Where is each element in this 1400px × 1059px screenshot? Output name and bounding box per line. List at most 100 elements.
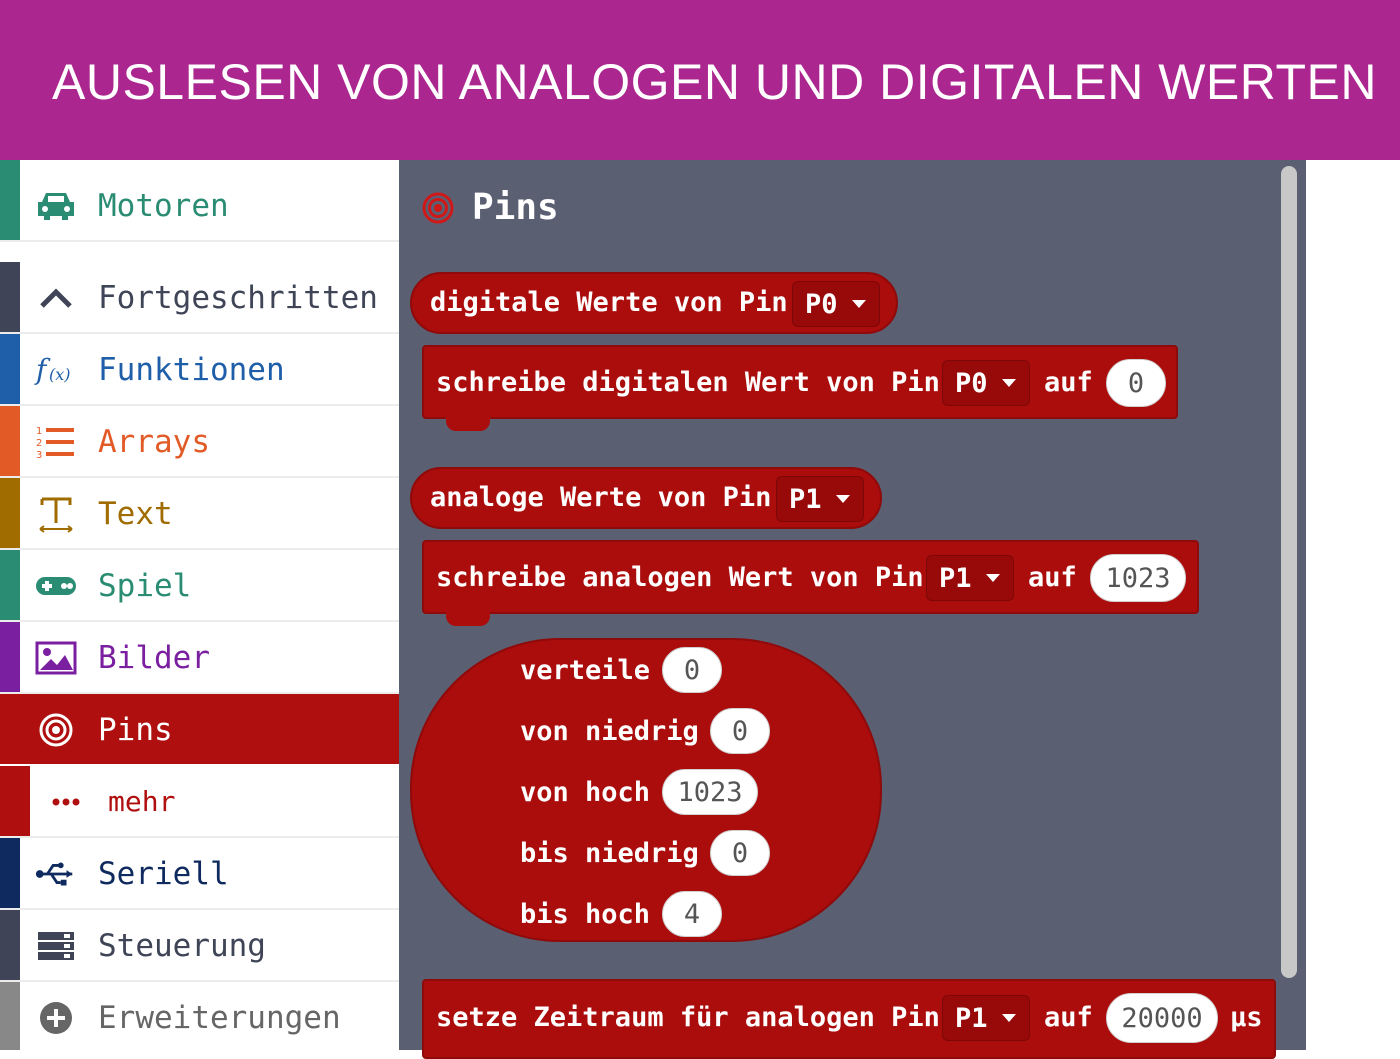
car-icon [34,186,78,226]
usb-icon [34,854,78,894]
value-input[interactable]: 4 [662,891,722,937]
block-text: setze Zeitraum für analogen Pin [436,1002,940,1033]
chevron-up-icon [34,278,78,318]
toolbox-item-steuerung[interactable]: Steuerung [0,910,399,982]
block-text: analoge Werte von Pin [430,482,772,513]
target-icon [34,710,78,750]
value-input[interactable]: 0 [1106,359,1166,407]
toolbox-item-erweiterungen[interactable]: Erweiterungen [0,982,399,1050]
toolbox-item-label: Motoren [98,188,229,224]
pin-dropdown[interactable]: P0 [792,281,880,327]
dropdown-caret-icon [1001,1014,1016,1022]
pin-value: P1 [789,483,822,515]
value-input[interactable]: 1023 [662,769,758,815]
toolbox-item-label: Erweiterungen [98,1000,341,1036]
block-notch [446,612,490,626]
more-dots-icon [44,782,88,822]
toolbox-item-motoren[interactable]: Motoren [0,170,399,242]
digital-write-block[interactable]: schreibe digitalen Wert von Pin P0 auf 0 [422,345,1178,419]
pin-value: P0 [955,367,988,399]
dropdown-caret-icon [851,300,866,308]
map-row-label: bis hoch [520,899,651,930]
plus-circle-icon [34,998,78,1038]
toolbox-item-label: Steuerung [98,928,266,964]
value-input[interactable]: 20000 [1106,993,1218,1043]
title-banner: AUSLESEN VON ANALOGEN UND DIGITALEN WERT… [0,0,1400,160]
value-text: 1023 [1105,562,1171,594]
toolbox-item-label: Text [98,496,173,532]
value-input[interactable]: 0 [710,708,770,754]
toolbox-item-text[interactable]: Text [0,478,399,550]
map-row-label: von hoch [520,777,651,808]
value-input[interactable]: 0 [710,830,770,876]
value-text: 4 [683,898,701,930]
value-text: 20000 [1121,1002,1203,1034]
toolbox-item-label: Spiel [98,568,192,604]
toolbox-item-mehr[interactable]: mehr [0,766,399,838]
toolbox-item-funktionen[interactable]: f (x) Funktionen [0,334,399,406]
block-text: digitale Werte von Pin [430,287,788,318]
svg-text:3: 3 [36,450,42,460]
target-icon [422,192,454,224]
flyout-scrollbar[interactable] [1281,166,1297,978]
map-row-label: bis niedrig [520,838,699,869]
toolbox-item-pins[interactable]: Pins [0,694,399,764]
svg-text:1: 1 [36,426,42,437]
value-text: 0 [731,837,749,869]
toolbox-item-fortgeschritten[interactable]: Fortgeschritten [0,262,399,334]
image-icon [34,638,78,678]
value-text: 1023 [677,776,743,808]
analog-read-block[interactable]: analoge Werte von Pin P1 [410,467,882,529]
toolbox-item-seriell[interactable]: Seriell [0,838,399,910]
dropdown-caret-icon [985,574,1000,582]
analog-write-block[interactable]: schreibe analogen Wert von Pin P1 auf 10… [422,540,1199,614]
toolbox-item-label: Fortgeschritten [98,280,378,316]
block-text-to: auf [1044,367,1093,398]
block-text-to: auf [1028,562,1077,593]
function-icon: f (x) [34,350,78,390]
toolbox-item-bilder[interactable]: Bilder [0,622,399,694]
pin-dropdown[interactable]: P1 [926,555,1014,601]
toolbox-item-label: Arrays [98,424,210,460]
digital-read-block[interactable]: digitale Werte von Pin P0 [410,272,898,334]
flyout-title: Pins [472,187,559,228]
pin-value: P1 [955,1002,988,1034]
value-text: 0 [683,654,701,686]
text-icon [34,494,78,534]
block-text-to: auf [1044,1002,1093,1033]
toolbox-item-label: Pins [98,712,173,748]
pin-dropdown[interactable]: P1 [942,995,1030,1041]
toolbox-item-label: mehr [108,785,176,818]
svg-text:2: 2 [36,438,42,449]
value-text: 0 [731,715,749,747]
toolbox-item-label: Funktionen [98,352,285,388]
dropdown-caret-icon [835,495,850,503]
block-text: schreibe analogen Wert von Pin [436,562,924,593]
unit-label: µs [1230,1002,1263,1033]
value-input[interactable]: 1023 [1090,554,1186,602]
pin-dropdown[interactable]: P0 [942,360,1030,406]
analog-period-block[interactable]: setze Zeitraum für analogen Pin P1 auf 2… [422,979,1276,1059]
pin-value: P0 [805,288,838,320]
value-input[interactable]: 0 [662,647,722,693]
map-block[interactable]: verteile 0 von niedrig 0 von hoch 1023 b… [410,638,882,942]
value-text: 0 [1127,367,1145,399]
toolbox-item-spiel[interactable]: Spiel [0,550,399,622]
toolbox-item-label: Bilder [98,640,210,676]
map-row-label: von niedrig [520,716,699,747]
block-text: schreibe digitalen Wert von Pin [436,367,940,398]
toolbox-item-label: Seriell [98,856,229,892]
pin-value: P1 [939,562,972,594]
page-title: AUSLESEN VON ANALOGEN UND DIGITALEN WERT… [52,54,1377,110]
divider [0,764,399,766]
svg-text:(x): (x) [49,365,71,384]
pin-dropdown[interactable]: P1 [776,476,864,522]
server-icon [34,926,78,966]
dropdown-caret-icon [1001,379,1016,387]
block-notch [446,417,490,431]
map-row-label: verteile [520,655,651,686]
gamepad-icon [34,566,78,606]
category-strip [0,160,20,170]
